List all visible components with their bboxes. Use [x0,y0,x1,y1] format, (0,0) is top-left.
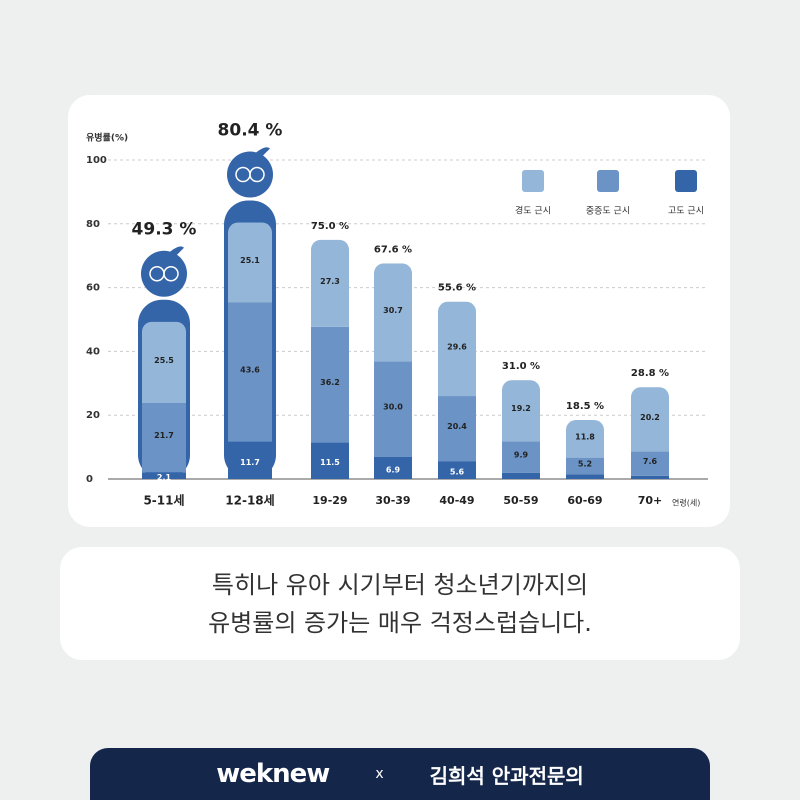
bar-segment [502,380,540,442]
mascot-tuft [256,147,270,157]
y-tick-label: 0 [86,474,93,485]
value-label: 5.2 [578,459,592,468]
chart: 유병률(%) 연령(세) 0 20 40 60 80 100 경도 근시 중증도 근시 고도 근… [68,95,730,527]
legend-label: 중증도 근시 [586,206,630,217]
legend-swatch [675,170,697,192]
value-label: 30.7 [383,306,403,315]
bar-segment [142,472,186,479]
bar-segment [502,441,540,473]
total-label: 28.8 % [631,368,669,379]
value-label: 11.7 [240,458,260,467]
footer: weknew x 김희석 안과전문의 [90,748,710,800]
value-label: 5.6 [450,468,465,477]
value-label: 19.2 [511,404,531,413]
x-tick-label: 30-39 [375,494,410,507]
y-tick-label: 80 [86,219,100,230]
total-label: 55.6 % [438,283,476,294]
y-tick-label: 40 [86,346,100,357]
bar-segment [311,442,349,479]
value-label: 6.9 [386,465,401,474]
x-tick-label: 19-29 [312,494,347,507]
value-label: 11.5 [320,458,340,467]
legend-swatch [522,170,544,192]
value-label: 36.2 [320,378,340,387]
x-axis-label: 연령(세) [672,499,700,508]
x-tick-label: 40-49 [439,494,474,507]
y-tick-label: 60 [86,283,100,294]
bar-segment [566,419,604,458]
x-tick-label: 5-11세 [143,493,184,508]
value-label: 25.1 [240,256,260,265]
value-label: 20.2 [640,413,660,422]
x-tick-label: 50-59 [503,494,538,507]
bar-segment [311,326,349,443]
bar-segment [502,472,540,479]
bar-segment [228,441,272,479]
legend-swatch [597,170,619,192]
value-label: 30.0 [383,403,403,412]
bar-segment [631,475,669,479]
bar-segment [631,387,669,452]
bar-segment [631,451,669,476]
bar-segment [228,302,272,442]
bar-segment [374,456,412,479]
legend-label: 고도 근시 [668,206,704,217]
bar-segment [374,263,412,362]
y-tick-label: 20 [86,410,100,421]
value-label: 21.7 [154,431,174,440]
mascot-tuft [170,246,184,256]
total-label: 18.5 % [566,401,604,412]
bar-segment [311,239,349,327]
separator: x [375,766,384,782]
bar-segment [228,222,272,303]
bar-segment [142,403,186,473]
brand: weknew [216,759,330,789]
value-label: 20.4 [447,422,467,431]
value-label: 7.6 [643,457,658,466]
bar-segment [374,361,412,457]
total-label: 80.4 % [218,121,283,141]
y-tick-label: 100 [86,155,107,166]
y-axis-label: 유병률(%) [86,132,128,144]
value-label: 25.5 [154,356,174,365]
mascot-glass [163,265,179,282]
x-tick-label: 70+ [638,494,663,507]
mascot-glass [249,166,265,183]
value-label: 29.6 [447,342,467,351]
total-label: 75.0 % [311,221,349,232]
bar-segment [438,301,476,397]
bar-segment [566,457,604,475]
caption: 특히나 유아 시기부터 청소년기까지의 유병률의 증가는 매우 걱정스럽습니다. [60,547,740,660]
bar-segment [566,474,604,479]
value-label: 9.9 [514,451,529,460]
caption-line: 유병률의 증가는 매우 걱정스럽습니다. [208,608,592,637]
value-label: 43.6 [240,366,260,375]
total-label: 31.0 % [502,361,540,372]
bar-segment [142,321,186,404]
value-label: 11.8 [575,432,595,441]
total-label: 49.3 % [132,220,197,240]
total-label: 67.6 % [374,244,412,255]
bar-segment [438,396,476,462]
bar-segment [438,461,476,479]
x-tick-label: 60-69 [567,494,602,507]
x-tick-label: 12-18세 [225,493,274,508]
legend-label: 경도 근시 [515,205,551,217]
value-label: 27.3 [320,277,340,286]
value-label: 2.1 [157,473,172,482]
caption-line: 특히나 유아 시기부터 청소년기까지의 [211,570,589,599]
partner: 김희석 안과전문의 [429,763,584,788]
